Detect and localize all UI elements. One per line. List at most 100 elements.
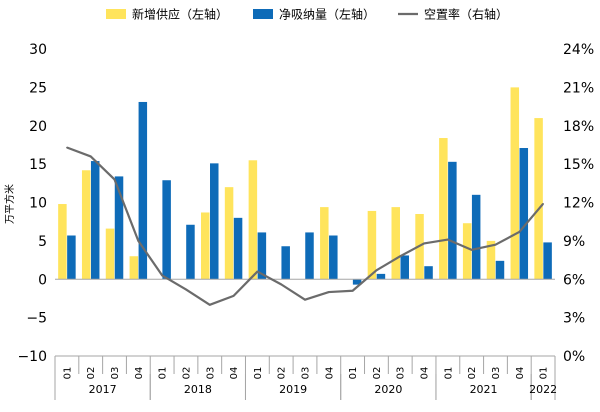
vacancy-point-5 bbox=[185, 288, 187, 291]
absorption-bar-15 bbox=[424, 266, 433, 280]
right-tick-label-0: 0% bbox=[563, 349, 585, 365]
quarter-label-7: 04 bbox=[229, 367, 240, 380]
absorption-bar-18 bbox=[495, 260, 505, 280]
absorption-bar-5 bbox=[186, 224, 195, 280]
quarter-label-12: 01 bbox=[348, 367, 359, 380]
quarter-label-15: 04 bbox=[420, 367, 431, 380]
legend: 新增供应（左轴） 净吸纳量（左轴） 空置率（右轴） bbox=[106, 7, 508, 22]
year-label-2017: 2017 bbox=[89, 383, 117, 396]
quarter-label-9: 02 bbox=[277, 367, 288, 380]
supply-bar-19 bbox=[510, 87, 520, 280]
right-tick-label-2: 6% bbox=[563, 272, 585, 288]
supply-bar-18 bbox=[486, 240, 496, 280]
supply-bar-16 bbox=[439, 138, 448, 280]
left-tick-label-3: 5 bbox=[38, 234, 47, 250]
absorption-bar-13 bbox=[376, 273, 386, 280]
absorption-bar-17 bbox=[471, 194, 481, 280]
vacancy-point-4 bbox=[161, 274, 163, 277]
absorption-bar-2 bbox=[114, 176, 124, 280]
quarter-label-17: 02 bbox=[467, 367, 478, 380]
quarter-label-3: 04 bbox=[134, 367, 145, 380]
absorption-bar-14 bbox=[400, 255, 409, 280]
supply-bar-11 bbox=[320, 207, 329, 280]
absorption-bar-6 bbox=[210, 163, 219, 280]
supply-bar-1 bbox=[81, 170, 91, 280]
absorption-bar-3 bbox=[138, 101, 148, 280]
quarter-label-2: 03 bbox=[110, 367, 121, 380]
supply-bar-14 bbox=[391, 207, 400, 280]
year-label-2021: 2021 bbox=[470, 383, 498, 396]
quarter-label-19: 04 bbox=[515, 367, 526, 380]
left-tick-label-0: −10 bbox=[17, 349, 47, 365]
vacancy-point-10 bbox=[304, 298, 306, 301]
supply-bar-17 bbox=[462, 223, 472, 280]
left-tick-label-1: −5 bbox=[26, 311, 47, 327]
supply-bar-13 bbox=[367, 210, 377, 280]
absorption-bar-12 bbox=[352, 279, 362, 285]
vacancy-point-3 bbox=[137, 240, 140, 242]
absorption-bar-4 bbox=[162, 180, 171, 280]
vacancy-point-9 bbox=[280, 283, 282, 286]
absorption-bar-8 bbox=[257, 232, 267, 280]
quarter-label-14: 03 bbox=[396, 367, 407, 380]
quarter-label-20: 01 bbox=[539, 367, 550, 380]
left-tick-label-8: 30 bbox=[29, 42, 47, 58]
quarter-label-0: 01 bbox=[62, 367, 73, 380]
absorption-bar-9 bbox=[281, 246, 290, 280]
vacancy-point-19 bbox=[518, 231, 521, 233]
quarter-label-8: 01 bbox=[253, 367, 264, 380]
supply-bar-3 bbox=[129, 256, 139, 280]
quarter-label-13: 02 bbox=[372, 367, 383, 380]
legend-label-1: 净吸纳量（左轴） bbox=[279, 7, 375, 22]
vacancy-point-0 bbox=[66, 146, 68, 149]
quarter-label-18: 03 bbox=[491, 367, 502, 380]
vacancy-point-17 bbox=[470, 249, 473, 251]
vacancy-point-13 bbox=[375, 269, 378, 272]
absorption-bar-16 bbox=[448, 161, 457, 280]
quarter-label-6: 03 bbox=[205, 367, 216, 380]
vacancy-point-1 bbox=[89, 155, 92, 158]
year-label-2020: 2020 bbox=[374, 383, 402, 396]
vacancy-point-6 bbox=[208, 304, 211, 306]
supply-bar-7 bbox=[224, 187, 234, 280]
year-label-2022: 2022 bbox=[529, 383, 557, 396]
quarter-label-10: 03 bbox=[301, 367, 312, 380]
vacancy-point-14 bbox=[399, 255, 402, 258]
quarter-label-5: 02 bbox=[181, 367, 192, 380]
vacancy-point-7 bbox=[232, 295, 235, 297]
vacancy-point-8 bbox=[256, 270, 259, 273]
absorption-bar-20 bbox=[543, 242, 552, 280]
legend-swatch-0 bbox=[106, 9, 126, 19]
year-label-2019: 2019 bbox=[279, 383, 307, 396]
quarter-label-4: 01 bbox=[158, 367, 169, 380]
axes-layer bbox=[54, 278, 556, 400]
vacancy-point-15 bbox=[423, 242, 425, 245]
supply-bar-2 bbox=[105, 228, 115, 280]
right-tick-label-4: 12% bbox=[563, 196, 594, 212]
right-tick-label-5: 15% bbox=[563, 157, 594, 173]
absorption-bar-7 bbox=[233, 217, 243, 280]
supply-bar-20 bbox=[534, 118, 543, 280]
absorption-bar-1 bbox=[90, 161, 100, 280]
right-tick-label-8: 24% bbox=[563, 42, 594, 58]
vacancy-point-12 bbox=[351, 289, 354, 292]
vacancy-point-11 bbox=[328, 291, 330, 293]
absorption-bar-11 bbox=[329, 235, 338, 280]
quarter-label-1: 02 bbox=[86, 367, 97, 380]
year-label-2018: 2018 bbox=[184, 383, 212, 396]
vacancy-point-18 bbox=[494, 243, 497, 246]
right-tick-label-1: 3% bbox=[563, 311, 585, 327]
left-tick-label-4: 10 bbox=[29, 196, 47, 212]
right-tick-label-6: 18% bbox=[563, 119, 594, 135]
absorption-bar-0 bbox=[67, 235, 76, 280]
labels-layer: −10 −5 0 5 10 15 20 25 30 0% 3% 6% 9% 12% 15% 18% 21% 24%… bbox=[3, 42, 594, 396]
quarter-label-11: 04 bbox=[324, 367, 335, 380]
left-tick-label-2: 0 bbox=[38, 272, 47, 288]
left-tick-label-6: 20 bbox=[29, 119, 47, 135]
right-tick-label-7: 21% bbox=[563, 80, 594, 96]
bars-layer bbox=[58, 87, 552, 285]
left-tick-label-7: 25 bbox=[29, 80, 47, 96]
vacancy-point-16 bbox=[447, 238, 449, 241]
